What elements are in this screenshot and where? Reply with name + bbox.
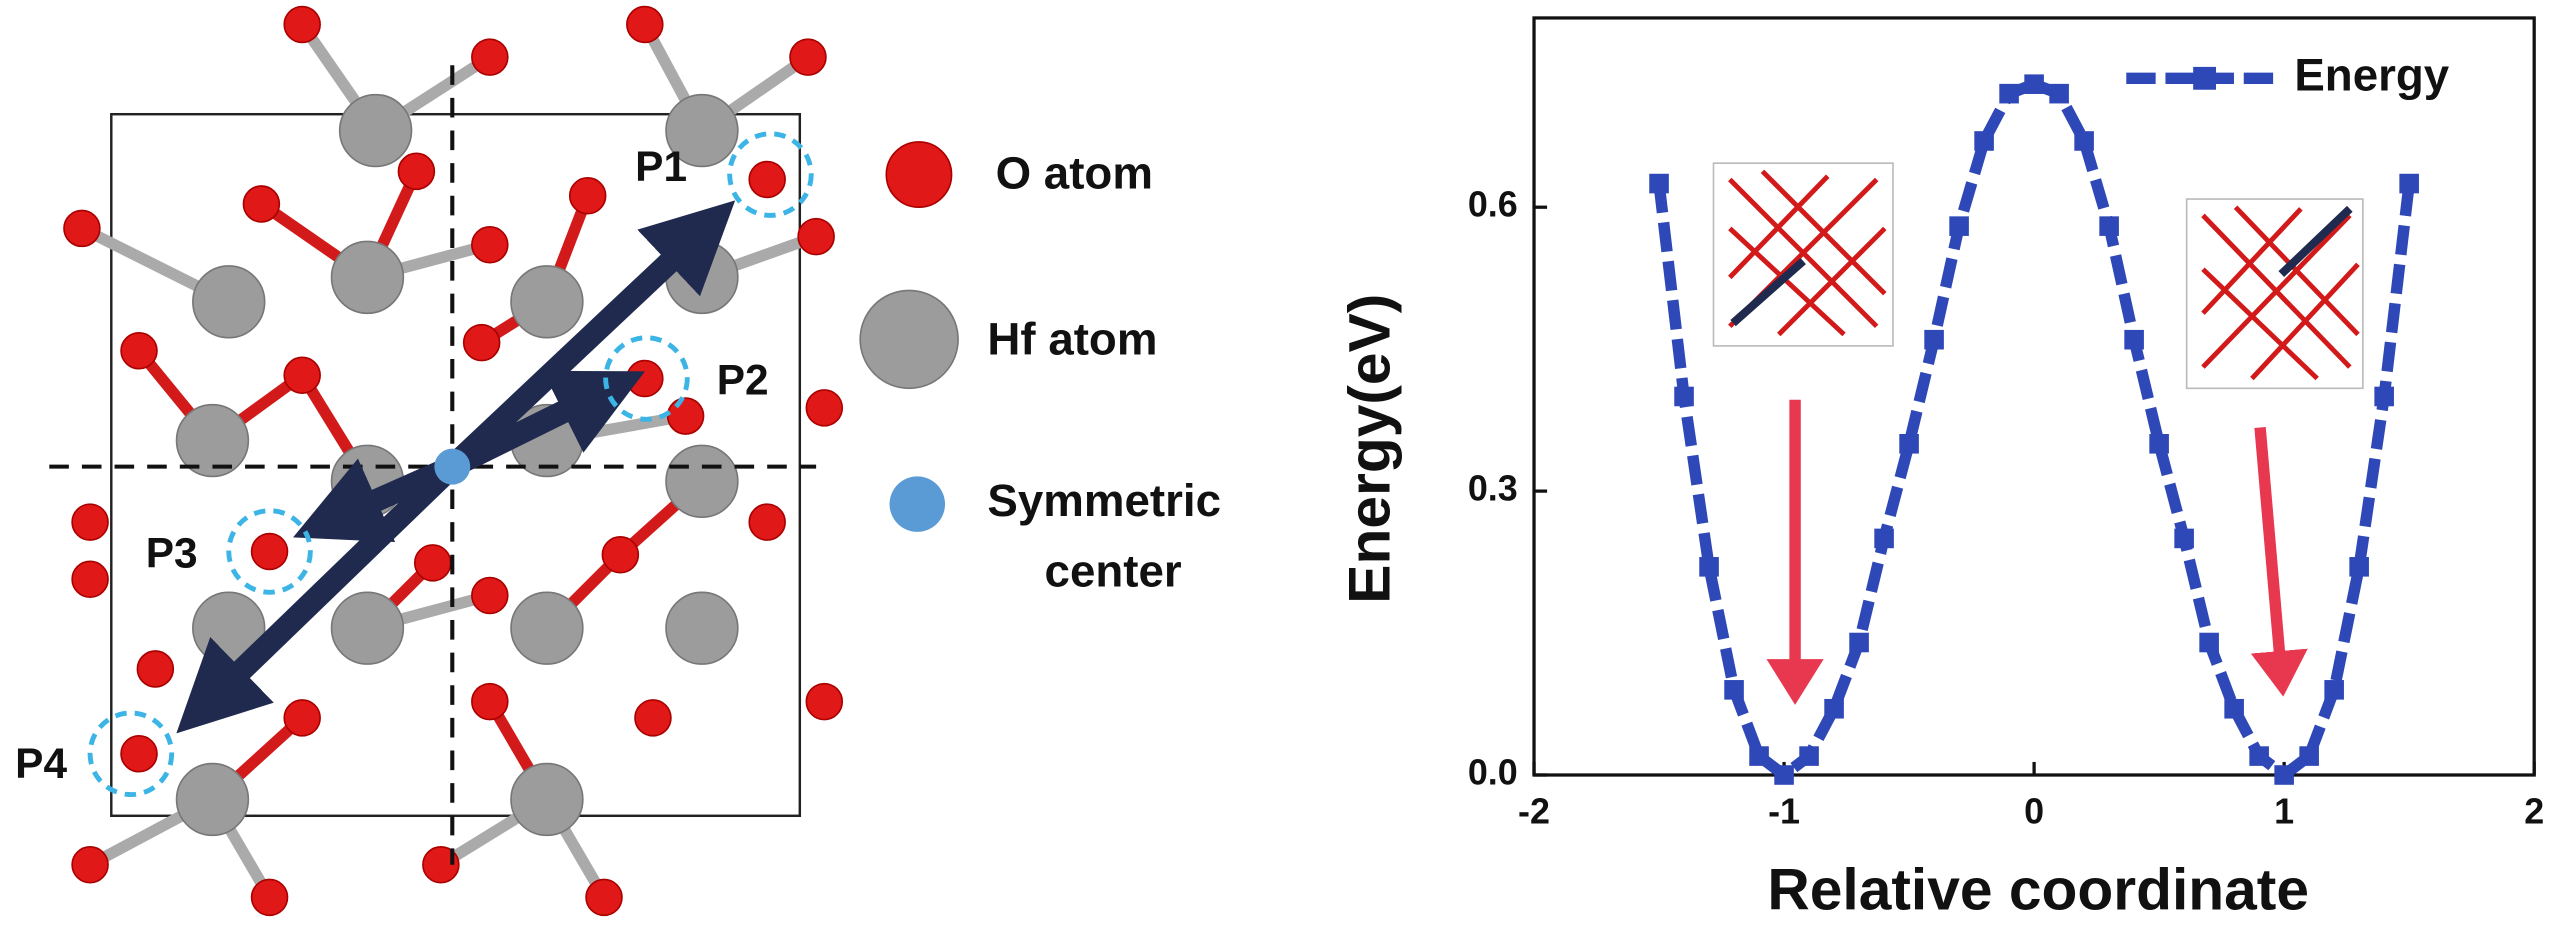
- data-point: [2124, 329, 2144, 350]
- legend-label: center: [1045, 545, 1182, 596]
- data-point: [1774, 765, 1794, 785]
- data-point: [1749, 746, 1769, 766]
- data-point: [1674, 386, 1694, 407]
- data-point: [1799, 746, 1819, 766]
- data-point: [1724, 680, 1744, 700]
- data-point: [2349, 557, 2369, 577]
- data-point: [2174, 528, 2194, 549]
- data-point: [2049, 83, 2069, 104]
- x-tick-label: 0: [2024, 792, 2044, 832]
- legend-label: O atom: [996, 147, 1153, 198]
- inset-structure: [1712, 162, 2364, 705]
- legend-label: Energy: [2294, 49, 2449, 100]
- site-label: P1: [635, 143, 687, 190]
- data-point: [2324, 680, 2344, 700]
- data-point: [2249, 746, 2269, 766]
- data-point: [1849, 632, 1869, 653]
- data-point: [2074, 131, 2094, 151]
- atom-legend: O atom Hf atom Symmetric center: [859, 141, 1221, 596]
- data-point: [2374, 386, 2394, 407]
- site-label: P3: [146, 530, 198, 577]
- data-point: [2299, 746, 2319, 766]
- data-point: [2099, 216, 2119, 236]
- x-axis-label: Relative coordinate: [1767, 858, 2309, 923]
- legend-label: Hf atom: [987, 314, 1157, 365]
- data-point: [1949, 216, 1969, 236]
- y-tick-label: 0.0: [1468, 752, 1518, 792]
- data-point: [1899, 434, 1919, 454]
- x-tick-label: 2: [2524, 792, 2544, 832]
- data-point: [1999, 83, 2019, 104]
- data-point: [2274, 765, 2294, 785]
- data-point: [1699, 557, 1719, 577]
- data-point: [1974, 131, 1994, 151]
- data-point: [2224, 698, 2244, 719]
- data-point: [1824, 698, 1844, 719]
- data-point: [2399, 173, 2419, 194]
- y-tick-label: 0.3: [1468, 469, 1518, 509]
- data-point: [1649, 173, 1669, 194]
- data-point: [1874, 528, 1894, 549]
- site-label: P4: [15, 740, 67, 787]
- x-tick-label: -2: [1518, 792, 1550, 832]
- legend-marker: [2193, 66, 2217, 90]
- energy-chart: Relative coordinate Energy(eV) -2 -1 0 1 2 0.…: [1338, 16, 2544, 923]
- crystal-structure: P1 P2 P3 P4: [15, 5, 844, 917]
- data-point: [1924, 329, 1944, 350]
- data-point: [2149, 434, 2169, 454]
- data-point: [2199, 632, 2219, 653]
- x-tick-label: 1: [2274, 792, 2294, 832]
- x-tick-label: -1: [1768, 792, 1800, 832]
- y-axis-label: Energy(eV): [1338, 294, 1403, 604]
- data-point: [2024, 74, 2044, 94]
- site-label: P2: [717, 357, 769, 404]
- y-tick-label: 0.6: [1468, 185, 1518, 225]
- legend-label: Symmetric: [987, 475, 1221, 526]
